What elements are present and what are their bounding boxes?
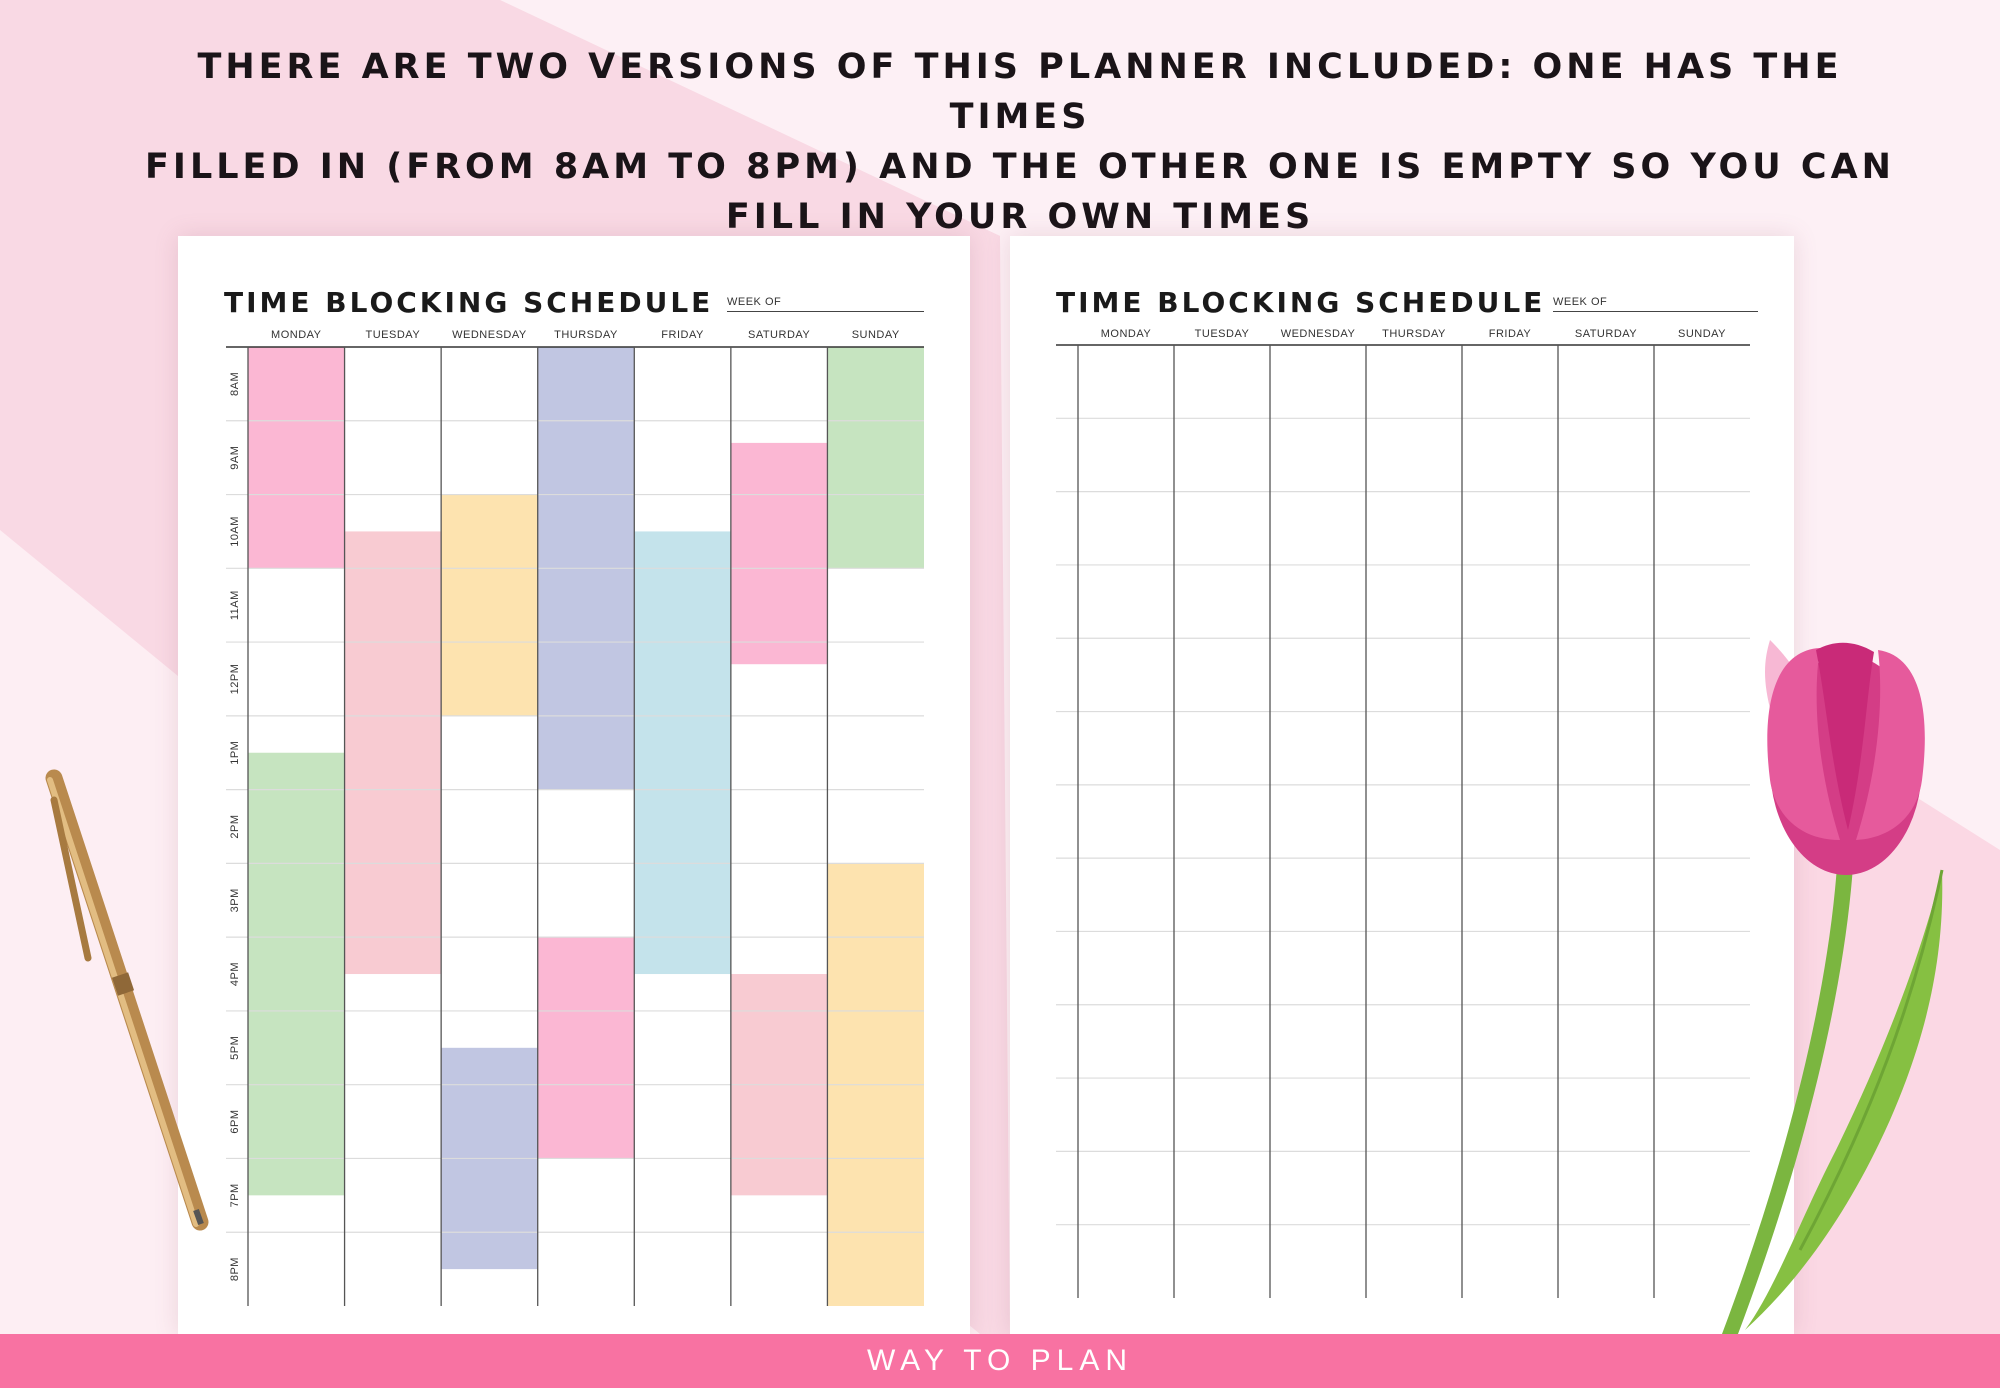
day-header-saturday: SATURDAY: [1574, 328, 1638, 340]
sheet-title: TIME BLOCKING SCHEDULE: [1056, 286, 1546, 319]
time-label-5pm: 5PM: [229, 1036, 241, 1060]
planner-sheet-empty: TIME BLOCKING SCHEDULE WEEK OF MONDAY TUE…: [1010, 236, 1794, 1334]
day-header-sunday: SUNDAY: [1677, 328, 1727, 340]
time-label-9am: 9AM: [229, 446, 241, 470]
headline-line-3: FILL IN YOUR OWN TIMES: [725, 197, 1315, 237]
day-header-wednesday: WEDNESDAY: [1280, 328, 1356, 340]
headline-line-2: FILLED IN (FROM 8AM TO 8PM) AND THE OTHE…: [145, 147, 1895, 187]
time-block-friday: [634, 531, 731, 975]
time-block-wednesday: [441, 494, 538, 716]
day-header-tuesday: TUESDAY: [365, 329, 421, 341]
planner-sheet-filled: 8AM 9AM 10AM 11AM 12PM 1PM 2PM 3PM 4PM 5PM 6PM 7PM 8…: [178, 236, 970, 1334]
time-block-monday: [248, 752, 345, 1196]
day-header-friday: FRIDAY: [661, 329, 704, 341]
day-header-friday: FRIDAY: [1488, 328, 1532, 340]
time-label-1pm: 1PM: [229, 741, 241, 765]
schedule-grid-filled: 8AM 9AM 10AM 11AM 12PM 1PM 2PM 3PM 4PM 5PM 6PM 7PM 8…: [226, 346, 924, 1306]
time-label-7pm: 7PM: [229, 1183, 241, 1207]
time-block-sunday: [827, 347, 924, 569]
footer-banner: WAY TO PLAN: [0, 1334, 2000, 1388]
headline: THERE ARE TWO VERSIONS OF THIS PLANNER I…: [140, 42, 1900, 242]
day-header-tuesday: TUESDAY: [1194, 328, 1250, 340]
sheet-title: TIME BLOCKING SCHEDULE: [224, 286, 714, 319]
time-label-4pm: 4PM: [229, 962, 241, 986]
brand-name: WAY TO PLAN: [866, 1344, 1134, 1377]
headline-line-1: THERE ARE TWO VERSIONS OF THIS PLANNER I…: [197, 47, 1843, 137]
time-label-11am: 11AM: [229, 590, 241, 620]
day-header-sunday: SUNDAY: [851, 329, 900, 341]
time-label-3pm: 3PM: [229, 888, 241, 912]
day-header-monday: MONDAY: [1100, 328, 1152, 340]
schedule-grid-empty: [1056, 344, 1750, 1298]
week-of-label: WEEK OF: [727, 296, 782, 308]
time-block-saturday: [730, 442, 828, 665]
day-header-thursday: THURSDAY: [1382, 328, 1446, 340]
day-header-monday: MONDAY: [271, 329, 322, 341]
time-label-12pm: 12PM: [229, 664, 241, 695]
time-label-6pm: 6PM: [229, 1110, 241, 1134]
week-of-label: WEEK OF: [1553, 296, 1608, 308]
time-block-thursday: [537, 937, 635, 1159]
day-header-thursday: THURSDAY: [554, 329, 618, 341]
time-block-tuesday: [344, 531, 442, 975]
time-label-2pm: 2PM: [229, 814, 241, 838]
day-header-wednesday: WEDNESDAY: [452, 329, 527, 341]
week-of-line: [1553, 311, 1758, 312]
time-block-monday: [248, 347, 345, 569]
day-header-saturday: SATURDAY: [747, 329, 811, 341]
week-of-line: [727, 311, 924, 312]
time-label-8am: 8AM: [229, 372, 241, 396]
time-label-8pm: 8PM: [229, 1257, 241, 1281]
time-label-10am: 10AM: [229, 516, 241, 547]
